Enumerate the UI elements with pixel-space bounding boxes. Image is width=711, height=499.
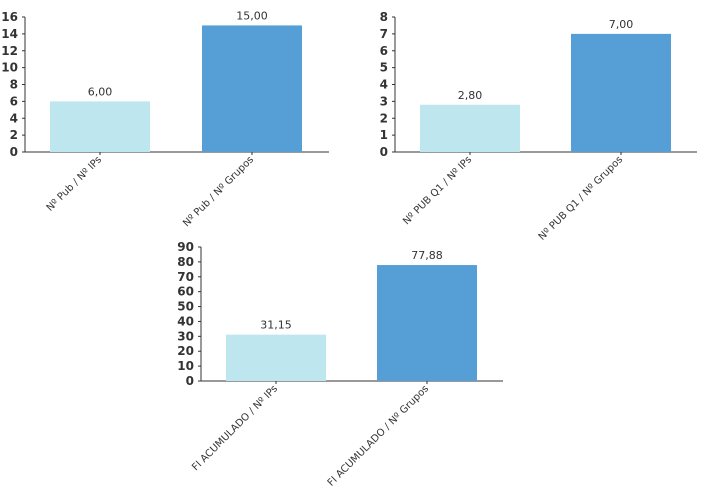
chart-pub-ratio: 0 2 4 6 8 10 12 14 16 6,00 Nº Pub / Nº IPs 15,00 Nº … <box>1 9 329 229</box>
x-category-label: FI ACUMULADO / Nº IPs <box>190 383 280 473</box>
x-category-label: Nº PUB Q1 / Nº IPs <box>401 154 474 227</box>
bar <box>571 33 671 152</box>
x-category-label: Nº PUB Q1 / Nº Grupos <box>537 154 625 242</box>
y-tick-label: 2 <box>10 128 18 142</box>
y-tick-label: 5 <box>380 61 388 75</box>
bar-value-label: 6,00 <box>88 85 113 98</box>
x-category-label: Nº Pub / Nº Grupos <box>181 154 256 229</box>
bar <box>226 334 326 381</box>
bar-value-label: 31,15 <box>260 319 292 332</box>
bar <box>420 104 520 152</box>
y-tick-label: 20 <box>177 344 194 358</box>
y-tick-label: 60 <box>177 285 194 299</box>
y-tick-label: 3 <box>380 94 388 108</box>
chart-pub-q1-ratio: 0 1 2 3 4 5 6 7 8 2,80 Nº PUB Q1 / Nº IPs 7,00 Nº PU… <box>380 10 697 243</box>
y-tick-label: 6 <box>380 44 388 58</box>
y-tick-label: 10 <box>177 359 194 373</box>
y-tick-label: 0 <box>380 145 388 159</box>
y-tick-label: 10 <box>1 61 18 75</box>
x-category-label: FI ACUMULADO / Nº Grupos <box>326 383 431 488</box>
bar <box>377 265 477 381</box>
y-tick-label: 8 <box>380 10 388 24</box>
bar-value-label: 2,80 <box>458 89 483 102</box>
y-tick-label: 2 <box>380 111 388 125</box>
y-tick-label: 4 <box>10 111 18 125</box>
y-tick-label: 16 <box>1 10 18 24</box>
bar <box>202 25 302 152</box>
bar-value-label: 15,00 <box>236 9 268 22</box>
bar <box>50 101 150 152</box>
y-tick-label: 0 <box>186 374 194 388</box>
y-tick-label: 50 <box>177 300 194 314</box>
y-tick-label: 40 <box>177 314 194 328</box>
y-tick-label: 90 <box>177 240 194 254</box>
y-tick-label: 1 <box>380 128 388 142</box>
y-tick-label: 12 <box>1 44 18 58</box>
y-tick-label: 14 <box>1 27 18 41</box>
y-tick-label: 7 <box>380 27 388 41</box>
y-tick-label: 4 <box>380 78 388 92</box>
y-tick-label: 80 <box>177 255 194 269</box>
x-category-label: Nº Pub / Nº IPs <box>45 154 104 213</box>
bar-value-label: 7,00 <box>609 18 634 31</box>
y-tick-label: 70 <box>177 270 194 284</box>
y-tick-label: 8 <box>10 78 18 92</box>
y-tick-label: 0 <box>10 145 18 159</box>
y-tick-label: 6 <box>10 94 18 108</box>
y-tick-label: 30 <box>177 329 194 343</box>
bar-value-label: 77,88 <box>411 249 443 262</box>
